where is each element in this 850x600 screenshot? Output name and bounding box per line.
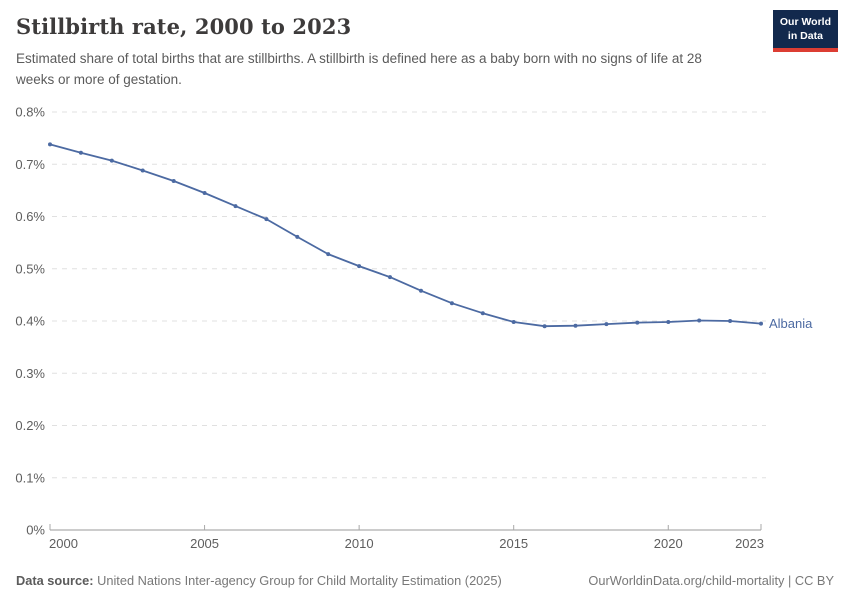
data-point[interactable]	[109, 158, 114, 163]
chart-footer: Data source: United Nations Inter-agency…	[16, 573, 834, 588]
series-end-label[interactable]: Albania	[769, 316, 813, 331]
chart-subtitle: Estimated share of total births that are…	[16, 51, 702, 87]
x-axis-tick-label: 2020	[654, 536, 683, 551]
owid-logo-line1: Our World	[779, 16, 831, 28]
data-point[interactable]	[202, 191, 207, 195]
page-title: Stillbirth rate, 2000 to 2023	[16, 14, 352, 39]
data-point[interactable]	[697, 318, 702, 323]
data-point[interactable]	[295, 234, 300, 239]
data-point[interactable]	[635, 320, 640, 325]
data-point[interactable]	[542, 324, 547, 329]
data-point[interactable]	[78, 150, 83, 155]
chart-header: Stillbirth rate, 2000 to 2023 Estimated …	[16, 10, 838, 91]
data-point[interactable]	[604, 322, 609, 327]
y-axis-tick-label: 0.1%	[15, 470, 45, 485]
data-point[interactable]	[326, 252, 331, 257]
data-point[interactable]	[759, 321, 763, 326]
data-point[interactable]	[419, 288, 423, 293]
data-source-text: United Nations Inter-agency Group for Ch…	[97, 573, 502, 588]
data-point[interactable]	[48, 142, 52, 147]
y-axis-tick-label: 0.7%	[15, 157, 45, 172]
x-axis-tick-label: 2010	[345, 536, 374, 551]
data-point[interactable]	[264, 217, 269, 222]
data-source-label: Data source:	[16, 573, 94, 588]
data-source-note: Data source: United Nations Inter-agency…	[16, 573, 502, 588]
y-axis-tick-label: 0.8%	[15, 105, 45, 120]
data-point[interactable]	[388, 275, 392, 280]
data-point[interactable]	[573, 323, 578, 328]
y-axis-tick-label: 0%	[26, 523, 45, 538]
data-point[interactable]	[140, 168, 145, 173]
series-line	[49, 143, 762, 328]
y-axis-tick-label: 0.4%	[15, 314, 45, 329]
data-point[interactable]	[171, 179, 176, 183]
owid-logo[interactable]: Our World in Data	[772, 10, 838, 53]
data-point[interactable]	[728, 319, 733, 323]
x-axis-tick-label: 2023	[735, 536, 764, 551]
x-axis-tick-label: 2000	[49, 536, 78, 551]
y-axis-tick-label: 0.3%	[15, 366, 45, 381]
owid-license-link[interactable]: OurWorldinData.org/child-mortality | CC …	[588, 573, 834, 588]
owid-logo-line2: in Data	[787, 29, 823, 42]
data-point[interactable]	[449, 301, 454, 306]
x-axis-tick-label: 2015	[499, 536, 528, 551]
y-axis-tick-label: 0.6%	[15, 209, 45, 224]
y-axis-tick-label: 0.2%	[15, 418, 45, 433]
y-axis-tick-label: 0.5%	[15, 261, 45, 276]
x-axis-tick-label: 2005	[190, 536, 219, 551]
data-point[interactable]	[233, 204, 238, 209]
data-point[interactable]	[666, 320, 671, 324]
data-point[interactable]	[357, 264, 362, 269]
data-point[interactable]	[480, 311, 485, 316]
data-point[interactable]	[511, 320, 516, 324]
